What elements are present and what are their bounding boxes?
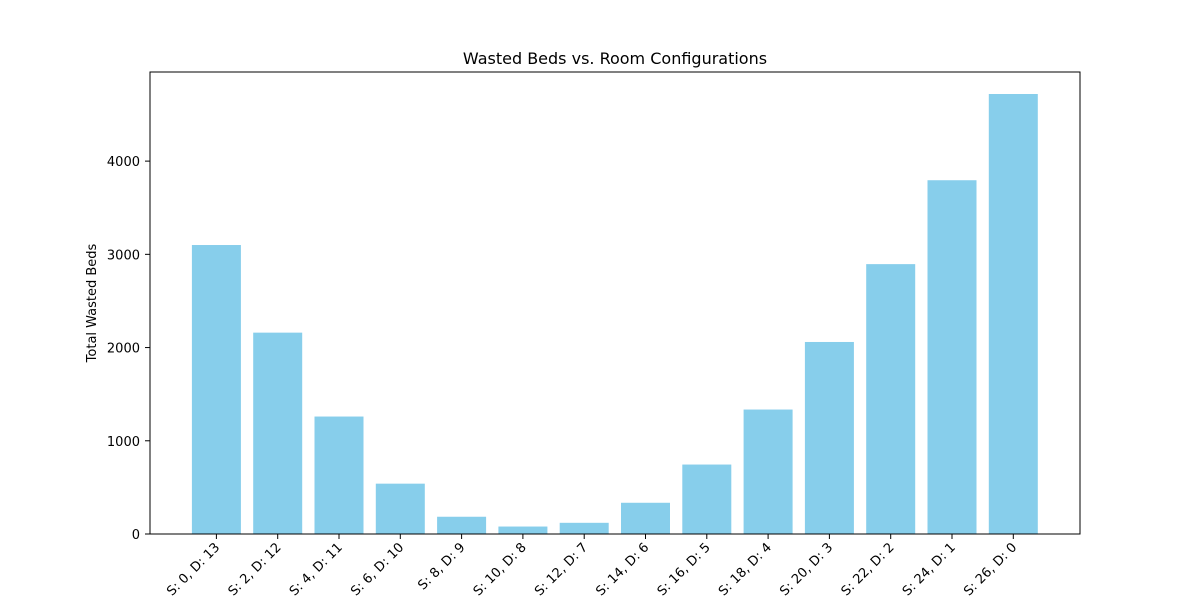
bar-0 — [191, 245, 241, 534]
x-tick-label-8: S: 16, D: 5 — [655, 540, 714, 599]
bar-1 — [253, 332, 303, 534]
y-tick-label-4: 4000 — [107, 155, 140, 170]
bar-9 — [743, 409, 793, 534]
bar-8 — [682, 464, 732, 534]
y-tick-label-0: 0 — [132, 528, 140, 543]
y-tick-label-1: 1000 — [107, 435, 140, 450]
bar-6 — [559, 522, 609, 534]
bar-3 — [375, 483, 425, 534]
bar-5 — [498, 526, 548, 534]
y-tick-label-2: 2000 — [107, 342, 140, 357]
x-tick-label-13: S: 26, D: 0 — [961, 540, 1020, 599]
x-tick-label-1: S: 2, D: 12 — [226, 540, 285, 599]
y-tick-label-3: 3000 — [107, 248, 140, 263]
bar-12 — [927, 180, 977, 535]
bar-7 — [621, 502, 670, 534]
bar-13 — [988, 94, 1038, 534]
y-axis-label: Total Wasted Beds — [85, 243, 100, 363]
x-tick-label-4: S: 8, D: 9 — [415, 540, 468, 593]
y-axis: 0 1000 2000 3000 4000 — [107, 155, 150, 543]
x-tick-label-3: S: 6, D: 10 — [348, 540, 407, 599]
x-tick-label-6: S: 12, D: 7 — [532, 540, 591, 599]
chart-title: Wasted Beds vs. Room Configurations — [463, 49, 767, 68]
x-tick-label-9: S: 18, D: 4 — [716, 540, 775, 599]
x-tick-label-10: S: 20, D: 3 — [777, 540, 836, 599]
bars-layer — [191, 94, 1038, 535]
bar-4 — [437, 516, 487, 534]
x-tick-label-12: S: 24, D: 1 — [900, 540, 959, 599]
x-tick-label-11: S: 22, D: 2 — [839, 540, 898, 599]
bar-11 — [866, 264, 916, 534]
x-tick-label-2: S: 4, D: 11 — [287, 540, 346, 599]
bar-2 — [314, 416, 364, 534]
bar-10 — [804, 341, 854, 534]
x-tick-label-7: S: 14, D: 6 — [593, 540, 652, 599]
x-tick-label-0: S: 0, D: 13 — [164, 540, 223, 599]
x-axis: S: 0, D: 13 S: 2, D: 12 S: 4, D: 11 S: 6, D… — [164, 534, 1020, 599]
x-tick-label-5: S: 10, D: 8 — [471, 540, 530, 599]
plot-frame — [149, 71, 1081, 535]
